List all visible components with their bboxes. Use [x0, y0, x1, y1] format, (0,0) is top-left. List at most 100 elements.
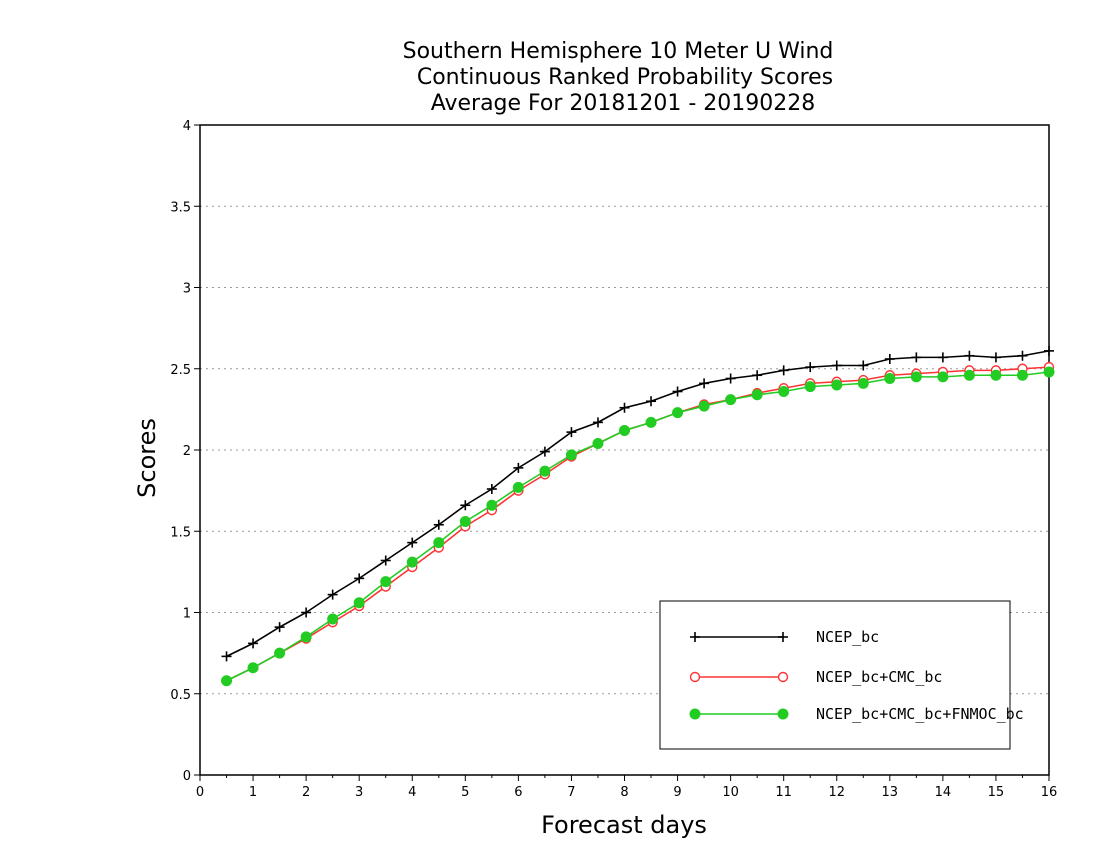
data-point [857, 377, 869, 389]
data-point [990, 352, 1001, 363]
y-tick-label: 2 [183, 444, 191, 459]
title-line-3: Average For 20181201 - 20190228 [431, 91, 816, 116]
data-point [486, 484, 497, 494]
data-point [512, 481, 524, 493]
x-tick-label: 1 [249, 785, 257, 800]
data-point [699, 378, 710, 389]
series-1 [221, 345, 1054, 662]
x-tick-label: 15 [988, 785, 1005, 800]
x-tick-label: 13 [882, 785, 899, 800]
legend-label: NCEP_bc [816, 628, 879, 646]
data-point [858, 360, 869, 371]
data-point [539, 446, 550, 457]
data-point [619, 402, 630, 413]
data-point [725, 394, 737, 406]
data-point [407, 537, 418, 548]
data-point [937, 352, 948, 363]
legend-items: NCEP_bc NCEP_bc+CMC_bc NCEP_bc+CMC_bc+FNMO… [689, 628, 1024, 723]
legend-item: NCEP_bc+CMC_bc [689, 668, 942, 686]
data-point [1016, 369, 1028, 381]
y-tick-label: 1 [183, 607, 191, 622]
data-point [247, 662, 259, 674]
data-point [1044, 345, 1054, 356]
x-tick-label: 16 [1041, 785, 1058, 800]
data-point [274, 647, 286, 659]
legend-marker-left [689, 671, 701, 683]
x-tick-label: 3 [355, 785, 363, 800]
x-tick-label: 14 [935, 785, 952, 800]
data-point [910, 371, 922, 383]
x-tick-label: 2 [302, 785, 310, 800]
x-tick-label: 12 [828, 785, 845, 800]
data-point [380, 555, 391, 566]
data-point [406, 556, 418, 568]
legend-label: NCEP_bc+CMC_bc+FNMOC_bc [816, 705, 1024, 723]
data-point [751, 389, 763, 401]
title-line-1: Southern Hemisphere 10 Meter U Wind [403, 39, 834, 64]
data-point [963, 369, 975, 381]
data-point [725, 373, 736, 384]
legend-marker-left [690, 632, 700, 642]
x-tick-label: 6 [514, 785, 522, 800]
data-point [884, 354, 895, 364]
data-point [539, 465, 551, 477]
legend-label: NCEP_bc+CMC_bc [816, 668, 942, 686]
data-point [1017, 350, 1028, 361]
data-point [619, 425, 630, 436]
data-point [645, 416, 657, 428]
legend-marker-left [689, 708, 701, 720]
y-tick-label: 4 [183, 119, 191, 134]
data-point [565, 449, 577, 461]
y-tick-label: 1.5 [170, 525, 191, 540]
data-point [486, 499, 498, 511]
legend-item: NCEP_bc [690, 628, 879, 646]
data-point [248, 638, 259, 649]
data-point [884, 373, 896, 384]
x-tick-label: 10 [722, 785, 739, 800]
data-point [327, 589, 338, 600]
data-point [646, 396, 657, 407]
legend-marker-right [778, 632, 788, 642]
data-point [805, 362, 816, 373]
chart-title: Southern Hemisphere 10 Meter U Wind Cont… [403, 39, 834, 116]
x-tick-label: 0 [196, 785, 204, 800]
series-layer [221, 345, 1055, 687]
y-tick-label: 3 [183, 282, 191, 297]
data-point [592, 417, 603, 428]
data-point [672, 386, 683, 397]
x-axis-label: Forecast days [541, 811, 707, 839]
data-point [752, 370, 763, 381]
y-tick-label: 3.5 [170, 200, 191, 215]
data-point [778, 365, 789, 376]
data-point [911, 352, 922, 363]
data-point [221, 675, 233, 687]
data-point [990, 369, 1002, 381]
x-tick-label: 8 [620, 785, 628, 800]
data-point [380, 576, 392, 588]
x-tick-label: 11 [775, 785, 792, 800]
data-point [301, 607, 312, 618]
legend-marker-right [777, 671, 789, 683]
legend-box [659, 600, 1011, 750]
data-point [327, 613, 339, 625]
data-point [433, 537, 445, 549]
legend-marker-right [777, 708, 789, 720]
legend: NCEP_bc NCEP_bc+CMC_bc NCEP_bc+CMC_bc+FNMO… [659, 600, 1024, 750]
x-tick-label: 9 [673, 785, 681, 800]
data-point [964, 350, 975, 361]
data-point [592, 438, 604, 449]
series-3 [221, 366, 1055, 687]
data-point [513, 462, 524, 473]
data-point [354, 573, 365, 584]
x-tick-label: 5 [461, 785, 469, 800]
data-point [460, 500, 471, 511]
y-axis-label: Scores [133, 418, 161, 498]
data-point [353, 597, 365, 609]
data-point [698, 400, 710, 412]
data-point [1043, 366, 1055, 378]
x-tick-label: 4 [408, 785, 416, 800]
data-point [831, 360, 842, 371]
data-point [672, 407, 684, 419]
